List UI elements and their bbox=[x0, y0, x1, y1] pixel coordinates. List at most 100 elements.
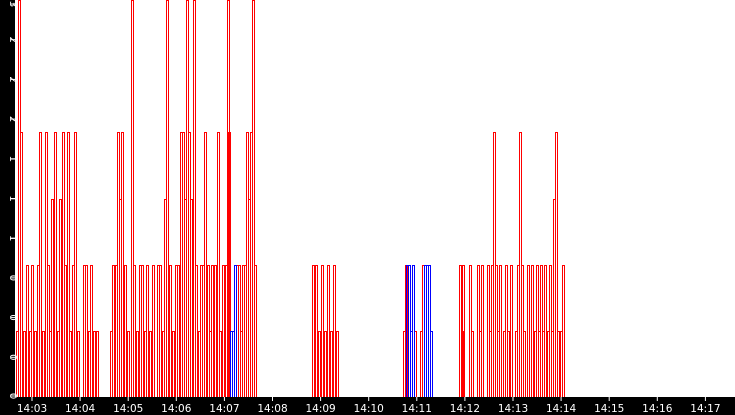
x-tick-label: 14:05 bbox=[113, 403, 143, 415]
pulse-mark bbox=[507, 331, 510, 397]
pulse-mark bbox=[77, 331, 80, 397]
pulse-mark bbox=[519, 132, 522, 397]
pulse-mark bbox=[149, 331, 152, 397]
pulse-mark bbox=[133, 265, 136, 397]
pulse-mark bbox=[23, 331, 26, 397]
y-tick-label: 0 bbox=[7, 314, 18, 320]
pulse-mark bbox=[169, 265, 172, 397]
pulse-mark bbox=[312, 265, 315, 397]
pulse-mark bbox=[141, 265, 144, 397]
y-tick-label: 1 bbox=[7, 195, 18, 201]
pulse-mark bbox=[166, 0, 169, 397]
x-tick-label: 14:09 bbox=[305, 403, 335, 415]
pulse-mark bbox=[127, 331, 130, 397]
y-tick-label: 2 bbox=[7, 37, 18, 43]
pulse-mark bbox=[471, 331, 474, 397]
pulse-mark bbox=[204, 132, 207, 397]
pulse-mark bbox=[54, 132, 57, 397]
pulse-mark bbox=[336, 331, 339, 397]
pulse-mark bbox=[26, 265, 29, 397]
pulse-mark bbox=[172, 331, 175, 397]
pulse-mark bbox=[318, 331, 321, 397]
pulse-mark bbox=[315, 265, 318, 397]
pulse-mark bbox=[177, 265, 180, 397]
pulse-mark bbox=[90, 265, 93, 397]
pulse-mark bbox=[74, 132, 77, 397]
pulse-mark bbox=[112, 265, 115, 397]
y-tick-label: 0 bbox=[7, 275, 18, 281]
pulse-mark bbox=[34, 331, 37, 397]
pulse-mark bbox=[31, 265, 34, 397]
x-tick-label: 14:04 bbox=[65, 403, 96, 415]
pulse-mark bbox=[510, 265, 513, 397]
x-tick-label: 14:08 bbox=[257, 403, 287, 415]
pulse-mark bbox=[330, 331, 333, 397]
x-tick-label: 14:11 bbox=[402, 403, 432, 415]
pulse-mark bbox=[42, 331, 45, 397]
pulse-mark bbox=[45, 132, 48, 397]
pulse-mark bbox=[227, 0, 230, 397]
pulse-mark bbox=[39, 132, 42, 397]
x-tick-label: 14:13 bbox=[498, 403, 528, 415]
pulse-mark bbox=[481, 265, 484, 397]
pulse-mark bbox=[85, 265, 88, 397]
pulse-mark bbox=[430, 331, 433, 397]
x-tick-label: 14:10 bbox=[354, 403, 384, 415]
y-tick-label: 2 bbox=[7, 116, 18, 122]
pulse-mark bbox=[523, 331, 526, 397]
pulse-mark bbox=[62, 132, 65, 397]
pulse-mark bbox=[333, 265, 336, 397]
pulse-mark bbox=[217, 132, 220, 397]
pulse-mark bbox=[412, 265, 415, 397]
pulse-mark bbox=[254, 265, 257, 397]
x-tick-label: 14:06 bbox=[161, 403, 192, 415]
pulse-mark bbox=[190, 199, 193, 397]
pulse-mark bbox=[96, 331, 99, 397]
pulse-mark bbox=[327, 265, 330, 397]
pulse-mark bbox=[222, 265, 225, 397]
x-tick-label: 14:16 bbox=[642, 403, 673, 415]
pulse-mark bbox=[193, 0, 196, 397]
pulse-mark bbox=[531, 265, 534, 397]
pulse-mark bbox=[321, 265, 324, 397]
pulse-mark bbox=[64, 265, 67, 397]
pulse-mark bbox=[93, 331, 96, 397]
x-tick-label: 14:17 bbox=[690, 403, 720, 415]
pulse-mark bbox=[324, 331, 327, 397]
pulse-mark bbox=[234, 265, 237, 397]
pulse-mark bbox=[228, 132, 231, 397]
pulse-mark bbox=[136, 331, 139, 397]
y-tick-label: 1 bbox=[7, 156, 18, 162]
x-axis-band bbox=[0, 397, 735, 415]
x-tick-label: 14:15 bbox=[594, 403, 624, 415]
pulse-mark bbox=[51, 199, 54, 397]
pulse-mark bbox=[67, 132, 70, 397]
pulse-mark bbox=[252, 0, 255, 397]
pulse-mark bbox=[59, 199, 62, 397]
x-tick-label: 14:14 bbox=[546, 403, 577, 415]
pulse-mark bbox=[557, 331, 560, 397]
pulse-mark bbox=[159, 265, 162, 397]
pulse-mark bbox=[527, 265, 530, 397]
y-tick-label: 0 bbox=[7, 393, 18, 399]
x-tick-label: 14:07 bbox=[209, 403, 239, 415]
x-tick-label: 14:03 bbox=[17, 403, 47, 415]
pulse-mark bbox=[499, 265, 502, 397]
y-axis-band bbox=[0, 0, 15, 415]
pulse-mark bbox=[462, 265, 465, 397]
pulse-mark bbox=[214, 265, 217, 397]
pulse-mark bbox=[121, 132, 124, 397]
pulse-mark bbox=[152, 265, 155, 397]
x-tick-label: 14:12 bbox=[450, 403, 480, 415]
pulse-mark bbox=[544, 265, 547, 397]
pulse-mark bbox=[20, 132, 23, 397]
pulse-mark bbox=[493, 132, 496, 397]
pulse-mark bbox=[195, 265, 198, 397]
pulse-mark bbox=[211, 265, 214, 397]
y-tick-label: 3 bbox=[7, 1, 18, 7]
pulse-mark bbox=[555, 132, 558, 397]
pulse-mark bbox=[146, 265, 149, 397]
pulse-mark bbox=[124, 265, 127, 397]
